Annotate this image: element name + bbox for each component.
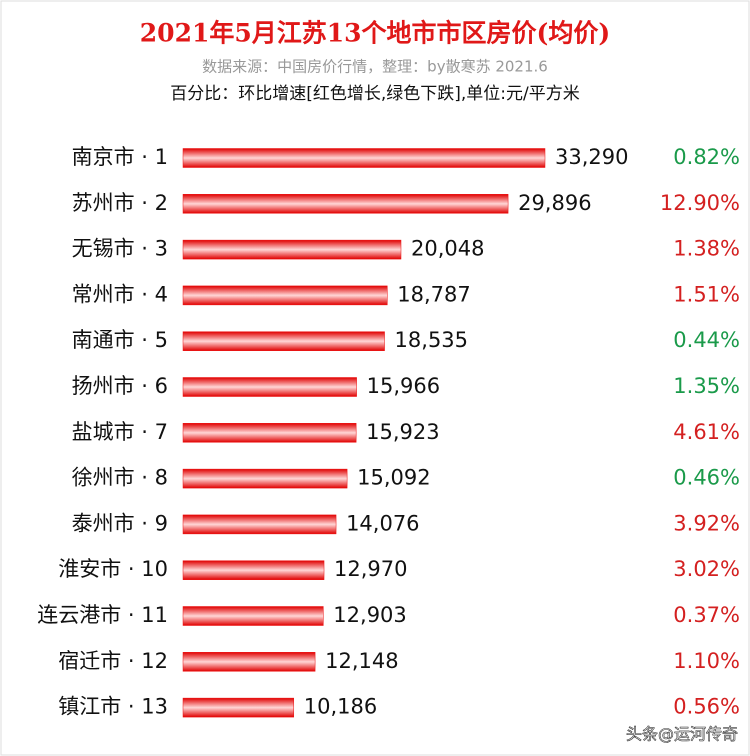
- change-label: 0.37%: [673, 603, 740, 627]
- change-label: 3.02%: [673, 557, 740, 581]
- change-label: 0.56%: [673, 695, 740, 719]
- change-label: 1.38%: [673, 237, 740, 261]
- value-label: 18,787: [397, 282, 470, 306]
- category-label: 泰州市 · 9: [72, 511, 168, 535]
- bar: [182, 423, 357, 443]
- bar: [182, 514, 337, 535]
- category-label: 扬州市 · 6: [72, 374, 168, 398]
- category-label: 无锡市 · 3: [72, 237, 168, 261]
- bar: [182, 331, 385, 351]
- category-label: 苏州市 · 2: [72, 191, 168, 215]
- bar: [182, 606, 324, 626]
- category-label: 淮安市 · 10: [58, 557, 168, 581]
- value-label: 20,048: [411, 237, 484, 261]
- category-label: 徐州市 · 8: [72, 466, 168, 490]
- bar: [182, 468, 348, 489]
- change-label: 0.82%: [673, 145, 740, 169]
- chart-title: 2021年5月江苏13个地市市区房价(均价): [140, 19, 610, 48]
- category-label: 南京市 · 1: [72, 145, 168, 169]
- bar: [182, 194, 509, 214]
- bar: [182, 560, 325, 580]
- value-label: 33,290: [555, 145, 628, 169]
- value-label: 12,903: [333, 603, 406, 627]
- value-label: 15,092: [357, 466, 430, 490]
- value-label: 15,966: [367, 374, 440, 398]
- change-label: 3.92%: [673, 511, 740, 535]
- bar: [182, 148, 546, 168]
- value-label: 14,076: [346, 511, 419, 535]
- change-label: 1.10%: [673, 649, 740, 673]
- watermark: 头条@运河传奇: [626, 725, 738, 744]
- value-label: 18,535: [395, 328, 468, 352]
- category-label: 连云港市 · 11: [37, 603, 168, 627]
- value-label: 15,923: [366, 420, 439, 444]
- category-label: 南通市 · 5: [72, 328, 168, 352]
- value-label: 29,896: [518, 191, 591, 215]
- category-label: 盐城市 · 7: [72, 420, 168, 444]
- bar: [182, 652, 316, 672]
- value-label: 10,186: [304, 695, 377, 719]
- value-label: 12,970: [334, 557, 407, 581]
- bar: [182, 285, 388, 306]
- bar: [182, 697, 295, 718]
- change-label: 0.44%: [673, 328, 740, 352]
- change-label: 1.35%: [673, 374, 740, 398]
- chart-note: 百分比：环比增速[红色增长,绿色下跌],单位:元/平方米: [170, 84, 580, 104]
- bar: [182, 377, 357, 397]
- change-label: 1.51%: [673, 282, 740, 306]
- category-label: 常州市 · 4: [72, 282, 168, 306]
- category-label: 镇江市 · 13: [58, 695, 168, 719]
- category-label: 宿迁市 · 12: [58, 649, 168, 673]
- chart-subtitle: 数据来源：中国房价行情，整理：by散寒苏 2021.6: [202, 58, 548, 76]
- change-label: 0.46%: [673, 466, 740, 490]
- value-label: 12,148: [325, 649, 398, 673]
- bar: [182, 239, 402, 260]
- change-label: 4.61%: [673, 420, 740, 444]
- change-label: 12.90%: [660, 191, 740, 215]
